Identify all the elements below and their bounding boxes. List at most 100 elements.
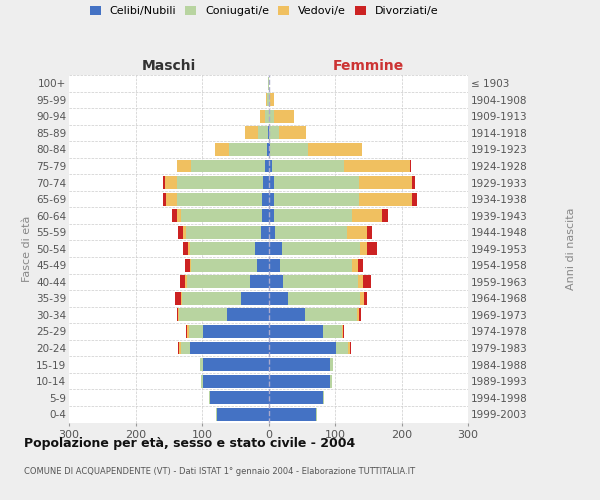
Bar: [268, 77, 269, 90]
Bar: [175, 292, 181, 305]
Bar: [258, 126, 268, 140]
Bar: [178, 226, 184, 238]
Bar: [269, 242, 282, 255]
Bar: [179, 308, 227, 322]
Bar: [165, 176, 177, 189]
Bar: [360, 292, 364, 305]
Bar: [260, 226, 269, 238]
Bar: [178, 209, 181, 222]
Bar: [352, 259, 358, 272]
Bar: [367, 242, 377, 255]
Bar: [269, 374, 329, 388]
Bar: [271, 94, 274, 106]
Bar: [269, 391, 323, 404]
Bar: [343, 325, 344, 338]
Bar: [269, 308, 305, 322]
Bar: [187, 276, 250, 288]
Bar: [250, 276, 269, 288]
Bar: [227, 308, 269, 322]
Bar: [274, 110, 294, 123]
Bar: [172, 209, 178, 222]
Bar: [364, 292, 367, 305]
Bar: [216, 408, 217, 420]
Text: Maschi: Maschi: [142, 58, 196, 72]
Bar: [412, 192, 418, 205]
Bar: [178, 160, 191, 172]
Bar: [269, 342, 337, 354]
Bar: [269, 325, 323, 338]
Y-axis label: Fasce di età: Fasce di età: [22, 216, 32, 282]
Bar: [163, 192, 166, 205]
Bar: [269, 358, 329, 371]
Bar: [275, 226, 347, 238]
Bar: [203, 374, 269, 388]
Bar: [229, 143, 267, 156]
Bar: [308, 143, 362, 156]
Bar: [350, 342, 351, 354]
Y-axis label: Anni di nascita: Anni di nascita: [566, 208, 577, 290]
Bar: [263, 176, 269, 189]
Bar: [181, 292, 182, 305]
Bar: [178, 308, 179, 322]
Bar: [269, 276, 283, 288]
Bar: [215, 143, 229, 156]
Bar: [266, 94, 267, 106]
Bar: [262, 192, 269, 205]
Bar: [262, 209, 269, 222]
Bar: [180, 276, 185, 288]
Text: Femmine: Femmine: [332, 58, 404, 72]
Bar: [359, 308, 361, 322]
Bar: [269, 259, 280, 272]
Bar: [203, 358, 269, 371]
Bar: [184, 226, 186, 238]
Bar: [363, 276, 371, 288]
Bar: [382, 209, 388, 222]
Bar: [289, 292, 360, 305]
Legend: Celibi/Nubili, Coniugati/e, Vedovi/e, Divorziati/e: Celibi/Nubili, Coniugati/e, Vedovi/e, Di…: [89, 6, 439, 16]
Bar: [191, 259, 257, 272]
Bar: [268, 126, 269, 140]
Bar: [360, 242, 367, 255]
Bar: [217, 408, 269, 420]
Bar: [178, 342, 179, 354]
Bar: [187, 325, 188, 338]
Bar: [185, 276, 187, 288]
Bar: [186, 226, 260, 238]
Bar: [358, 276, 363, 288]
Bar: [323, 391, 325, 404]
Bar: [359, 176, 412, 189]
Bar: [269, 110, 274, 123]
Bar: [367, 226, 372, 238]
Bar: [260, 110, 265, 123]
Bar: [280, 259, 352, 272]
Bar: [283, 276, 358, 288]
Bar: [265, 110, 269, 123]
Bar: [209, 391, 210, 404]
Bar: [269, 176, 274, 189]
Bar: [358, 259, 363, 272]
Bar: [245, 126, 258, 140]
Bar: [269, 160, 272, 172]
Bar: [270, 143, 308, 156]
Bar: [177, 192, 262, 205]
Bar: [274, 209, 352, 222]
Text: COMUNE DI ACQUAPENDENTE (VT) - Dati ISTAT 1° gennaio 2004 - Elaborazione TUTTITA: COMUNE DI ACQUAPENDENTE (VT) - Dati ISTA…: [24, 468, 415, 476]
Bar: [282, 242, 360, 255]
Bar: [269, 94, 271, 106]
Bar: [255, 242, 269, 255]
Bar: [190, 242, 255, 255]
Bar: [166, 192, 177, 205]
Bar: [337, 342, 348, 354]
Bar: [352, 209, 382, 222]
Bar: [323, 325, 341, 338]
Bar: [200, 358, 203, 371]
Bar: [202, 374, 203, 388]
Bar: [241, 292, 269, 305]
Bar: [269, 209, 274, 222]
Bar: [410, 160, 412, 172]
Bar: [274, 192, 359, 205]
Bar: [344, 160, 410, 172]
Bar: [269, 143, 270, 156]
Bar: [348, 342, 350, 354]
Bar: [179, 342, 181, 354]
